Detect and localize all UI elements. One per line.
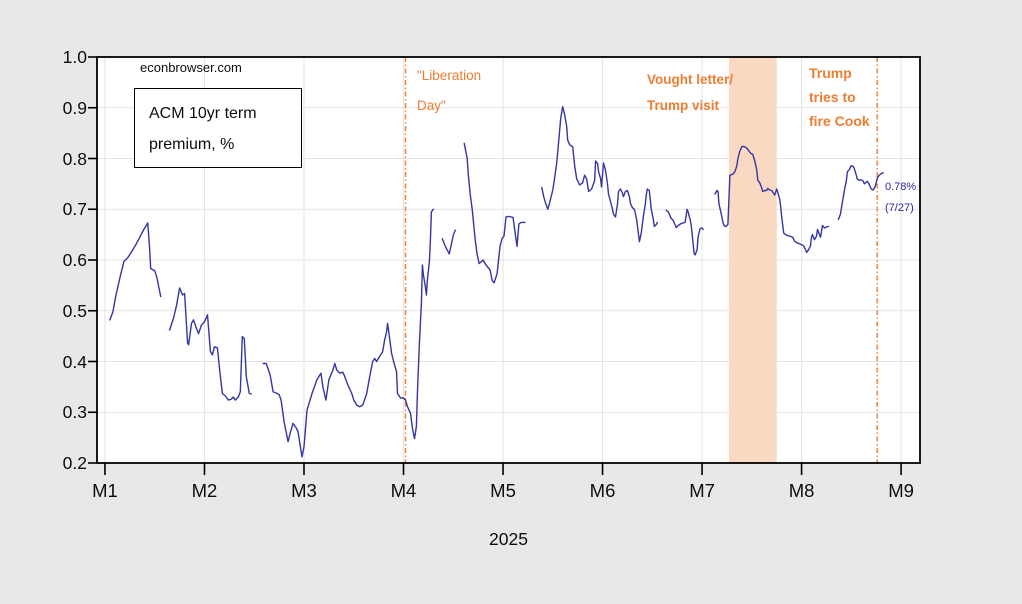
event-band <box>728 57 777 463</box>
series-line <box>441 229 456 255</box>
annotation-fire-cook-line-2: tries to <box>809 89 856 105</box>
x-axis-tick-label: M3 <box>291 480 317 501</box>
y-axis-tick-label: 0.3 <box>62 402 87 423</box>
annotation-liberation-day: "Liberation Day" <box>417 61 481 121</box>
x-axis-tick-label: M8 <box>788 480 815 501</box>
y-axis-tick-label: 0.8 <box>62 148 87 169</box>
series-line <box>665 208 704 256</box>
y-axis-tick-label: 0.7 <box>62 199 87 220</box>
series-line <box>168 287 253 401</box>
y-axis-tick-label: 1.0 <box>62 47 87 67</box>
x-axis-tick-label: M7 <box>689 480 715 501</box>
series-line <box>714 145 830 254</box>
series-line <box>463 142 526 284</box>
y-axis-tick-label: 0.6 <box>62 250 87 270</box>
series-legend-box: ACM 10yr term premium, % <box>134 88 302 168</box>
last-point-date: (7/27) <box>885 202 914 214</box>
annotation-fire-cook-line-3: fire Cook <box>809 113 870 129</box>
annotation-liberation-day-line-2: Day" <box>417 98 446 113</box>
x-axis-tick-label: M6 <box>589 480 616 501</box>
x-axis-tick-label: M5 <box>490 480 516 501</box>
y-axis-tick-label: 0.5 <box>62 300 87 321</box>
x-axis-tick-label: M4 <box>390 480 417 501</box>
x-axis-tick-label: M9 <box>888 480 914 501</box>
annotation-vought-line-1: Vought letter/ <box>647 72 733 87</box>
annotation-liberation-day-line-1: "Liberation <box>417 68 482 83</box>
x-axis-year-label: 2025 <box>489 529 528 549</box>
annotation-fire-cook-line-1: Trump <box>809 65 852 81</box>
legend-line-1: ACM 10yr term <box>149 105 257 122</box>
series-line <box>837 164 884 221</box>
x-axis-tick-label: M1 <box>92 480 118 501</box>
y-axis-tick-label: 0.4 <box>62 351 87 372</box>
last-point-label: 0.78% (7/27) <box>885 177 920 219</box>
last-point-value: 0.78% <box>885 181 917 193</box>
source-watermark: econbrowser.com <box>140 60 242 75</box>
series-line <box>109 222 162 321</box>
annotation-fire-cook: Trump tries to fire Cook <box>809 61 870 133</box>
annotation-vought-line-2: Trump visit <box>647 98 720 113</box>
legend-line-2: premium, % <box>149 136 235 153</box>
series-line <box>541 105 658 243</box>
y-axis-tick-label: 0.2 <box>62 453 87 473</box>
annotation-vought-letter: Vought letter/ Trump visit <box>647 67 733 119</box>
y-axis-tick-label: 0.9 <box>62 97 87 118</box>
x-axis-tick-label: M2 <box>191 480 218 501</box>
series-line <box>262 208 435 458</box>
